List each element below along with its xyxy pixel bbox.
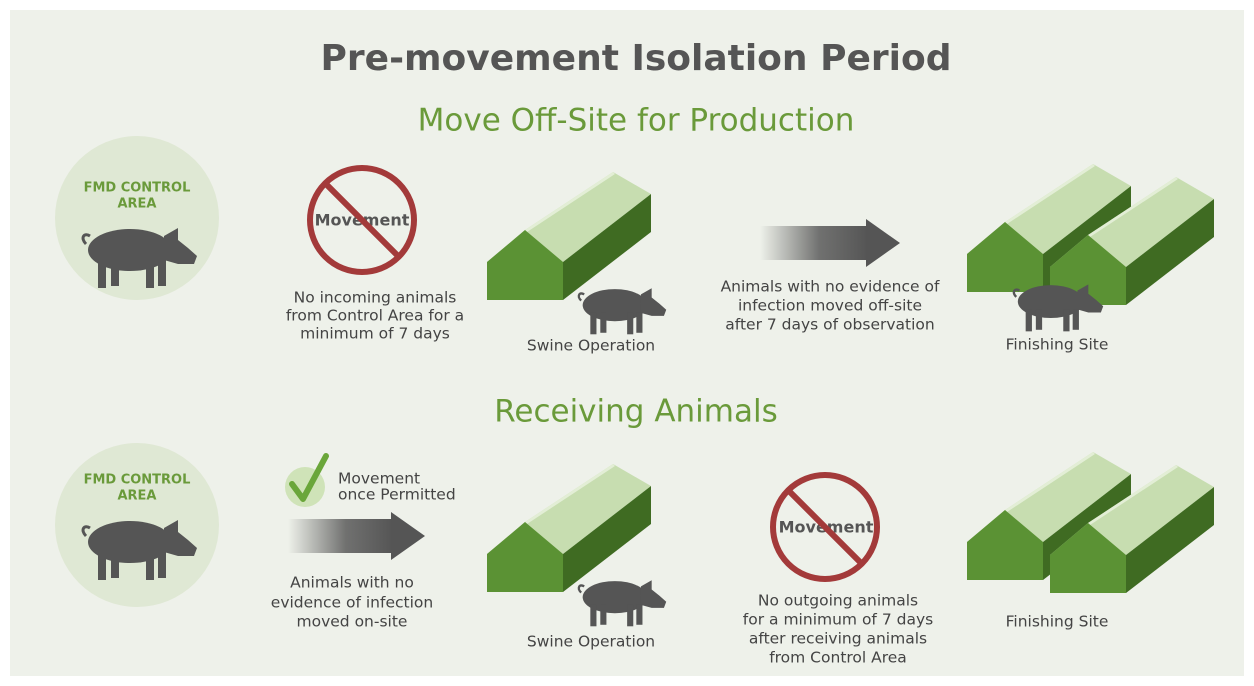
sign-note: No incoming animals: [294, 289, 457, 307]
arrow-body: [760, 226, 868, 260]
arrow-note: after 7 days of observation: [725, 316, 934, 334]
section-heading: Receiving Animals: [494, 394, 778, 430]
destination-label: Finishing Site: [1006, 613, 1109, 631]
control-area-label: AREA: [117, 197, 156, 212]
destination-label: Finishing Site: [1006, 336, 1109, 354]
arrow-body: [288, 519, 393, 553]
arrow-note: Animals with no: [290, 574, 414, 592]
sign-note: No outgoing animals: [758, 592, 918, 610]
check-label: once Permitted: [338, 486, 456, 504]
sign-note: minimum of 7 days: [300, 325, 450, 343]
control-area-label: AREA: [117, 489, 156, 504]
sign-note: from Control Area: [769, 649, 907, 667]
arrow-note: moved on-site: [297, 613, 408, 631]
arrow-note: Animals with no evidence of: [721, 278, 940, 296]
section-heading: Move Off-Site for Production: [418, 103, 855, 139]
infographic: Pre-movement Isolation Period Move Off-S…: [0, 0, 1254, 686]
arrow-note: infection moved off-site: [738, 297, 922, 315]
control-area-label: FMD CONTROL: [84, 473, 191, 488]
sign-note: from Control Area for a: [286, 307, 464, 325]
control-area-label: FMD CONTROL: [84, 181, 191, 196]
control-area-circle: [55, 136, 219, 300]
sign-note: after receiving animals: [749, 630, 927, 648]
origin-label: Swine Operation: [527, 337, 655, 355]
arrow-note: evidence of infection: [271, 594, 433, 612]
sign-note: for a minimum of 7 days: [743, 611, 933, 629]
title: Pre-movement Isolation Period: [321, 38, 952, 79]
origin-label: Swine Operation: [527, 633, 655, 651]
